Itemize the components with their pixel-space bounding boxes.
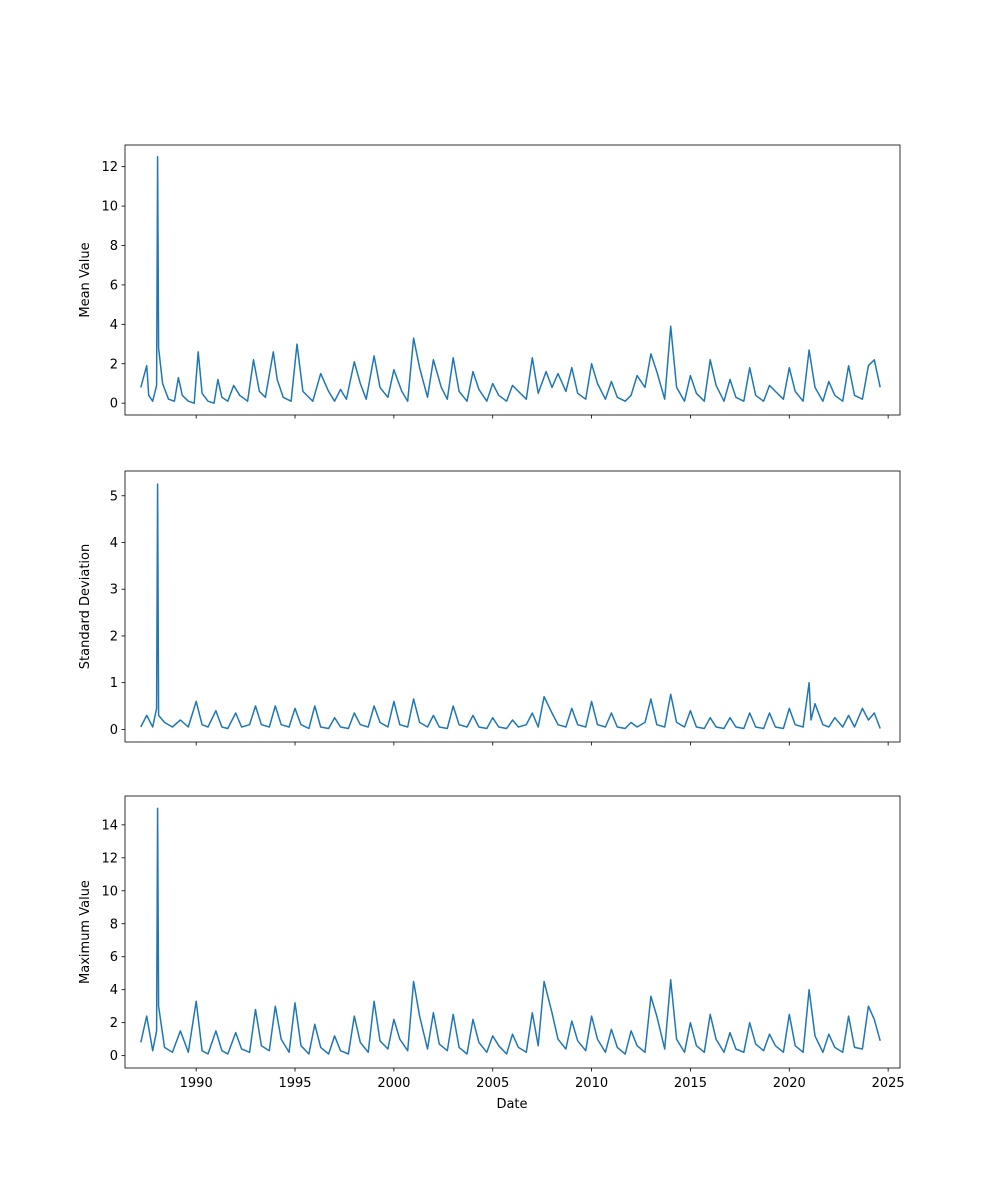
maximum-value-y-tick-label: 8 xyxy=(110,917,118,932)
maximum-value-y-tick-label: 2 xyxy=(110,1016,118,1031)
maximum-value-y-tick-label: 0 xyxy=(110,1049,118,1064)
mean-value-y-axis-label: Mean Value xyxy=(78,242,93,317)
maximum-value-axes-frame xyxy=(124,795,901,1069)
maximum-value-x-tick-label: 1995 xyxy=(278,1076,311,1091)
standard-deviation-y-axis-label: Standard Deviation xyxy=(78,544,93,669)
mean-value-series-line xyxy=(140,156,881,404)
maximum-value-x-tick-label: 2005 xyxy=(476,1076,509,1091)
maximum-value-x-tick-label: 2000 xyxy=(377,1076,410,1091)
standard-deviation-series-line xyxy=(140,483,881,730)
mean-value-y-tick-label: 8 xyxy=(110,239,118,254)
mean-value-panel: 0 2 4 6 8 10 12 Mean Value xyxy=(78,144,901,419)
mean-value-y-tick-label: 0 xyxy=(110,397,118,412)
standard-deviation-y-tick-label: 0 xyxy=(110,723,118,738)
mean-value-axes-frame xyxy=(124,144,901,416)
maximum-value-series-line xyxy=(140,807,881,1055)
standard-deviation-y-tick-label: 5 xyxy=(110,489,118,504)
mean-value-y-tick-label: 10 xyxy=(101,200,118,215)
standard-deviation-y-tick-label: 3 xyxy=(110,583,118,598)
x-axis-label: Date xyxy=(496,1097,527,1112)
maximum-value-x-tick-label: 2010 xyxy=(575,1076,608,1091)
maximum-value-x-tick-label: 2025 xyxy=(872,1076,905,1091)
maximum-value-y-tick-label: 4 xyxy=(110,983,118,998)
standard-deviation-y-tick-label: 4 xyxy=(110,536,118,551)
maximum-value-x-tick-label: 2015 xyxy=(674,1076,707,1091)
maximum-value-y-tick-label: 12 xyxy=(101,851,118,866)
maximum-value-y-tick-label: 14 xyxy=(101,818,118,833)
standard-deviation-y-tick-label: 1 xyxy=(110,676,118,691)
mean-value-y-tick-label: 12 xyxy=(101,160,118,175)
maximum-value-x-tick-label: 2020 xyxy=(773,1076,806,1091)
maximum-value-y-axis-label: Maximum Value xyxy=(78,880,93,984)
standard-deviation-y-tick-label: 2 xyxy=(110,629,118,644)
mean-value-y-tick-label: 4 xyxy=(110,318,118,333)
standard-deviation-axes-frame xyxy=(124,470,901,743)
maximum-value-y-tick-label: 10 xyxy=(101,884,118,899)
maximum-value-x-tick-label: 1990 xyxy=(180,1076,213,1091)
mean-value-y-tick-label: 6 xyxy=(110,278,118,293)
maximum-value-y-tick-label: 6 xyxy=(110,950,118,965)
standard-deviation-panel: 0 1 2 3 4 5 Standard Deviation xyxy=(78,470,901,746)
maximum-value-panel: 0 2 4 6 8 10 12 14 1990 1995 2000 2005 2010 2015 2020 2… xyxy=(78,795,905,1091)
mean-value-y-tick-label: 2 xyxy=(110,357,118,372)
